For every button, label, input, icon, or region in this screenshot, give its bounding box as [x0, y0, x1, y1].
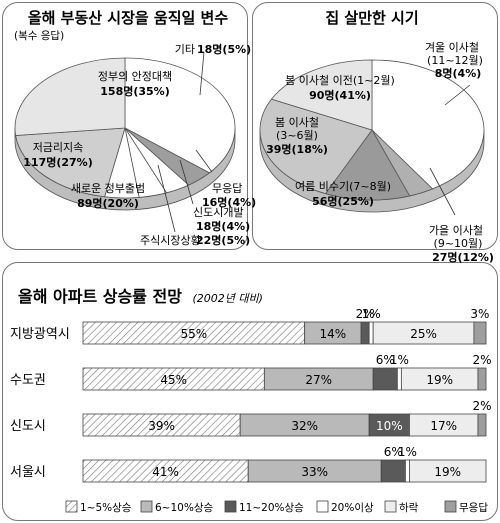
pie2-value-2: 27명(12%)	[432, 250, 494, 264]
bar-value-2-2: 10%	[376, 419, 403, 433]
legend-swatch-5	[444, 500, 457, 513]
legend-label-0: 1~5%상승	[80, 502, 132, 514]
bar-seg-0-3	[368, 321, 374, 345]
pie2-sublabel-1: (11~12월)	[427, 54, 483, 67]
pie1-value-3: 18명(4%)	[196, 219, 250, 233]
bar-seg-0-2	[360, 321, 370, 345]
legend-swatch-4	[384, 500, 397, 513]
pie2-value-1: 8명(4%)	[435, 66, 482, 80]
bar-value-3-2: 6%	[384, 445, 403, 459]
pie1-label-5: 새로운 정부출범	[71, 182, 145, 195]
bar-subtitle: (2002년 대비)	[193, 292, 263, 305]
bar-rows: 지방광역시 55% 14%2%1%25%3%수도권 45% 27%6%1%19%2%신도…	[10, 307, 491, 483]
bar-value-1-4: 19%	[426, 373, 453, 387]
legend-label-5: 무응답	[459, 502, 488, 514]
bar-value-3-4: 19%	[434, 465, 461, 479]
pie1-label-3: 신도시개발	[193, 206, 244, 219]
legend-label-2: 11~20%상승	[239, 502, 304, 514]
pie1-label-0: 정부의 안정대책	[98, 70, 172, 83]
bar-title-text: 올해 아파트 상승률 전망	[18, 287, 182, 306]
pie2-leaders	[429, 84, 471, 216]
pie2-label-2: 가을 이사철	[429, 224, 483, 237]
bar-category-3: 서울시	[10, 465, 46, 480]
bar-legend: 1~5%상승 6~10%상승 11~20%상승 20%이상 하락 무응답	[65, 500, 488, 514]
pie1-subtitle: (복수 응답)	[14, 30, 64, 42]
pie1-value-5: 89명(20%)	[77, 196, 139, 210]
bar-value-0-3: 1%	[362, 307, 381, 321]
bar-value-1-5: 2%	[472, 353, 491, 367]
pie1-slices	[14, 57, 236, 199]
pie2-slice-2	[324, 129, 411, 201]
pie2-value-0: 90명(41%)	[309, 88, 371, 102]
pie1-slice-0	[124, 57, 236, 174]
pie1-value-0: 158명(35%)	[100, 84, 169, 98]
pie1-value-6: 117명(27%)	[23, 155, 92, 169]
bar-value-0-1: 14%	[320, 327, 347, 341]
bar-seg-3-2	[380, 459, 406, 483]
bar-value-0-0: 55%	[180, 327, 207, 341]
bar-value-3-3: 1%	[398, 445, 417, 459]
bar-seg-0-5	[473, 321, 487, 345]
pie1-value-1: 18명(5%)	[197, 42, 251, 56]
pie2-label-0: 봄 이사철 이전(1~2월)	[285, 74, 395, 87]
bar-value-3-1: 33%	[301, 465, 328, 479]
bar-value-0-4: 25%	[410, 327, 437, 341]
legend-swatch-2	[224, 500, 237, 513]
bar-category-1: 수도권	[10, 373, 46, 388]
pie1-label-6: 저금리지속	[33, 141, 84, 154]
pie2-value-4: 39명(18%)	[266, 142, 328, 156]
bar-seg-1-3	[396, 367, 402, 391]
bar-value-3-0: 41%	[152, 465, 179, 479]
bar-seg-1-5	[477, 367, 487, 391]
bar-value-1-2: 6%	[376, 353, 395, 367]
bar-seg-2-5	[477, 413, 487, 437]
bar-value-2-0: 39%	[148, 419, 175, 433]
bar-category-2: 신도시	[10, 419, 46, 434]
pie2-slices	[259, 59, 485, 201]
pie1-label-2: 무응답	[212, 182, 242, 195]
pie2-sublabel-4: (3~6월)	[276, 129, 318, 142]
bar-value-2-4: 17%	[430, 419, 457, 433]
legend-label-4: 하락	[399, 501, 419, 514]
bar-value-1-3: 1%	[390, 353, 409, 367]
pie1-slice-5	[15, 127, 126, 198]
bar-value-0-5: 3%	[470, 307, 489, 321]
bar-value-1-0: 45%	[160, 373, 187, 387]
bar-seg-3-4	[409, 459, 487, 483]
bar-seg-1-2	[372, 367, 398, 391]
legend-swatch-1	[140, 500, 153, 513]
pie1-label-4: 주식시장상황	[140, 234, 201, 247]
pie1-value-4: 22명(5%)	[196, 233, 250, 247]
bar-value-1-1: 27%	[305, 373, 332, 387]
pie1-slice-6	[14, 57, 126, 136]
pie2-slice-4	[270, 59, 373, 131]
pie2-sublabel-2: (9~10월)	[434, 237, 483, 250]
pie2-label-3: 여름 비수기(7~8월)	[295, 180, 391, 193]
bar-value-2-5: 2%	[472, 399, 491, 413]
bar-value-0-2: 2%	[356, 307, 375, 321]
pie1-title: 올해 부동산 시장을 움직일 변수	[28, 9, 228, 27]
pie2-value-3: 56명(25%)	[312, 194, 374, 208]
pie2-label-1: 겨울 이사철	[425, 41, 479, 54]
pie2-label-4: 봄 이사철	[275, 116, 319, 129]
legend-label-1: 6~10%상승	[155, 502, 213, 514]
pie2-slice-3	[259, 98, 373, 195]
pie1-value-2: 16명(4%)	[202, 195, 256, 209]
legend-label-3: 20%이상	[331, 502, 374, 514]
pie2-slice-0	[371, 59, 485, 190]
pie1-leaders	[157, 51, 213, 233]
legend-swatch-0	[65, 500, 78, 513]
bar-seg-3-3	[404, 459, 410, 483]
legend-swatch-3	[316, 500, 329, 513]
bar-title: 올해 아파트 상승률 전망 (2002년 대비)	[18, 287, 263, 306]
bar-category-0: 지방광역시	[10, 327, 70, 342]
pie2-title: 집 살만한 시기	[325, 9, 418, 27]
pie1-label-1: 기타	[175, 43, 195, 56]
bar-value-2-1: 32%	[291, 419, 318, 433]
